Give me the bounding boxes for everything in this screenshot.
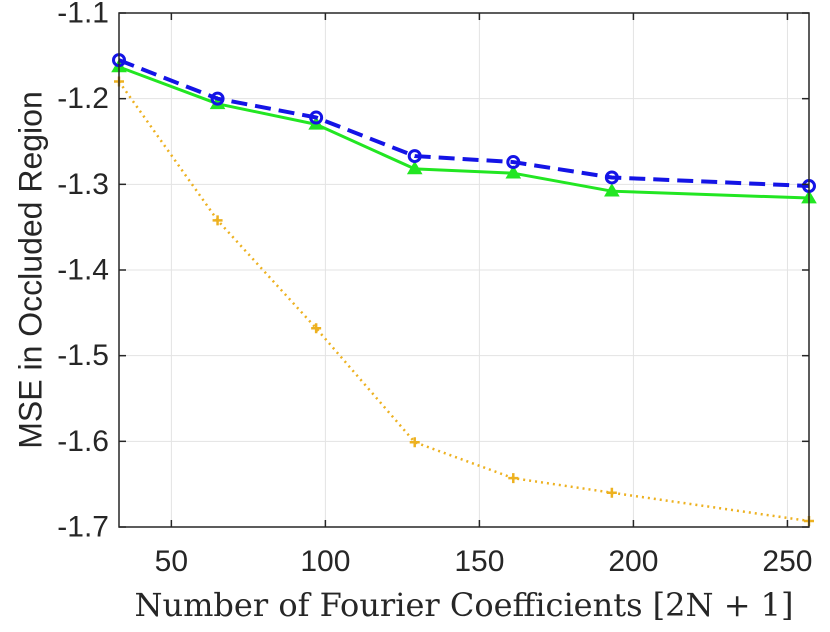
y-tick-label: -1.6 xyxy=(57,425,109,458)
axis-ticks xyxy=(119,12,809,528)
x-tick-label: 150 xyxy=(454,545,504,578)
y-tick-label: -1.2 xyxy=(57,82,109,115)
data-point-plus xyxy=(508,473,519,484)
x-tick-label: 50 xyxy=(155,545,188,578)
series-line-1 xyxy=(118,58,810,189)
data-point-triangle xyxy=(604,183,620,197)
data-point-plus xyxy=(409,437,420,448)
grid-lines xyxy=(119,12,809,528)
series-layer xyxy=(111,53,817,527)
data-point-circle xyxy=(604,170,619,185)
data-point-triangle xyxy=(406,160,423,175)
data-point-plus xyxy=(311,323,322,334)
tick-labels: 50 100 150 200 250 -1.1 -1.2 -1.3 -1.4 -1.5 -1.6 -1… xyxy=(57,0,812,578)
data-point-circle xyxy=(506,155,521,170)
data-point-plus xyxy=(212,215,223,226)
x-axis-label: Number of Fourier Coefficients [2N + 1] xyxy=(134,586,793,624)
data-point-plus xyxy=(606,487,617,498)
data-point-circle xyxy=(210,91,225,106)
y-tick-label: -1.7 xyxy=(57,511,109,544)
x-tick-label: 100 xyxy=(300,545,350,578)
x-tick-label: 200 xyxy=(608,545,658,578)
y-tick-label: -1.4 xyxy=(57,254,109,287)
data-point-triangle xyxy=(505,165,522,179)
data-point-circle xyxy=(309,110,324,125)
y-tick-label: -1.5 xyxy=(57,339,109,372)
y-tick-label: -1.1 xyxy=(57,0,109,30)
y-axis-label: MSE in Occluded Region xyxy=(12,91,48,449)
x-tick-label: 250 xyxy=(762,545,812,578)
y-tick-label: -1.3 xyxy=(57,168,109,201)
data-point-circle xyxy=(407,149,422,164)
